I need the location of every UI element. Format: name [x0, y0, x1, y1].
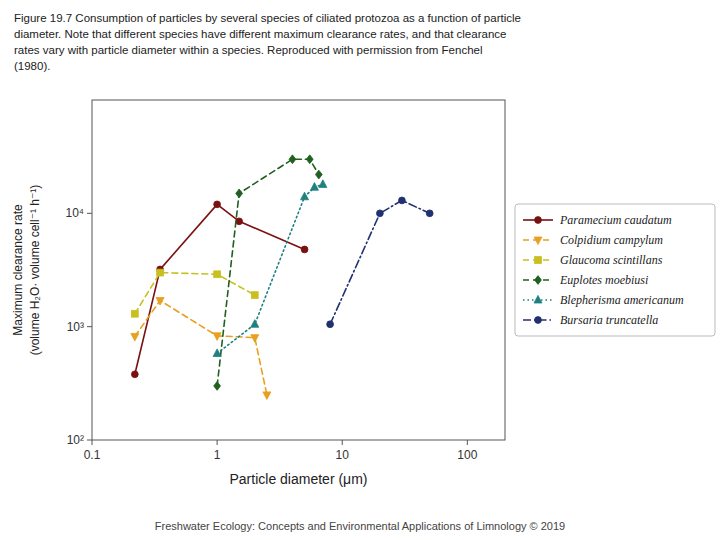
y-tick-label: 10²	[67, 433, 84, 447]
data-point	[251, 320, 259, 328]
data-point	[426, 210, 433, 217]
x-tick-label: 0.1	[84, 448, 101, 462]
legend-marker	[535, 217, 542, 224]
legend-marker	[535, 276, 542, 285]
data-point	[214, 271, 221, 278]
y-axis-label-line: (volume H₂O· volume cell⁻¹ h⁻¹)	[28, 185, 42, 356]
data-point	[131, 333, 139, 341]
plot-area	[131, 155, 433, 400]
data-point	[301, 246, 308, 253]
legend: Paramecium caudatum Colpidium campylum Gla…	[515, 204, 715, 336]
legend-label: Euplotes moebiusi	[559, 273, 648, 287]
legend-label: Blepherisma americanum	[560, 293, 684, 307]
legend-marker	[534, 237, 542, 245]
series-line	[217, 184, 323, 353]
data-point	[319, 180, 327, 188]
series	[131, 269, 258, 317]
series-line	[135, 273, 255, 314]
title-line: (1980).	[14, 60, 50, 72]
series-line	[135, 301, 267, 395]
legend-label: Colpidium campylum	[560, 233, 663, 247]
legend-marker	[535, 317, 542, 324]
data-point	[306, 155, 313, 164]
y-tick	[87, 326, 92, 327]
data-point	[251, 335, 259, 343]
data-point	[157, 269, 164, 276]
data-point	[156, 298, 164, 306]
data-point	[315, 170, 322, 179]
series	[327, 197, 433, 328]
series-line	[135, 204, 305, 374]
data-point	[131, 310, 138, 317]
legend-marker	[535, 257, 542, 264]
series	[213, 180, 327, 357]
series	[131, 298, 271, 400]
x-axis-label: Particle diameter (μm)	[230, 471, 368, 487]
data-point	[213, 333, 221, 341]
series-line	[217, 159, 319, 386]
data-point	[213, 349, 221, 357]
x-tick	[92, 440, 93, 445]
y-tick-label: 10³	[67, 320, 84, 334]
data-point	[399, 197, 406, 204]
footer-note: Freshwater Ecology: Concepts and Environ…	[155, 520, 565, 532]
legend-marker	[534, 295, 542, 303]
data-point	[301, 192, 309, 200]
legend-label: Glaucoma scintillans	[560, 253, 663, 267]
x-tick-label: 10	[336, 448, 350, 462]
y-axis-label: Maximum clearance rate(volume H₂O· volum…	[11, 185, 42, 356]
x-tick	[217, 440, 218, 445]
series	[214, 155, 323, 390]
data-point	[327, 321, 334, 328]
x-tick-label: 100	[457, 448, 477, 462]
title-line: Figure 19.7 Consumption of particles by …	[14, 12, 521, 24]
title-line: diameter. Note that different species ha…	[14, 28, 506, 40]
data-point	[131, 371, 138, 378]
data-point	[214, 382, 221, 391]
legend-label: Bursaria truncatella	[560, 313, 658, 327]
legend-label: Paramecium caudatum	[559, 213, 672, 227]
data-point	[214, 201, 221, 208]
data-point	[236, 218, 243, 225]
data-point	[376, 210, 383, 217]
data-point	[310, 183, 318, 191]
chart: Figure 19.7 Consumption of particles by …	[0, 0, 720, 540]
x-tick-label: 1	[214, 448, 221, 462]
data-point	[236, 189, 243, 198]
data-point	[263, 392, 271, 400]
series-line	[330, 200, 430, 324]
y-axis-label-line: Maximum clearance rate	[11, 204, 25, 336]
data-point	[289, 155, 296, 164]
series	[131, 201, 308, 378]
y-tick-label: 10⁴	[65, 206, 84, 220]
x-tick	[467, 440, 468, 445]
title-line: rates vary with particle diameter within…	[14, 44, 483, 56]
data-point	[251, 292, 258, 299]
y-tick	[87, 440, 92, 441]
title: Figure 19.7 Consumption of particles by …	[14, 12, 521, 72]
plot-frame	[92, 100, 505, 440]
x-tick	[342, 440, 343, 445]
legend-box	[515, 204, 715, 336]
y-tick	[87, 213, 92, 214]
